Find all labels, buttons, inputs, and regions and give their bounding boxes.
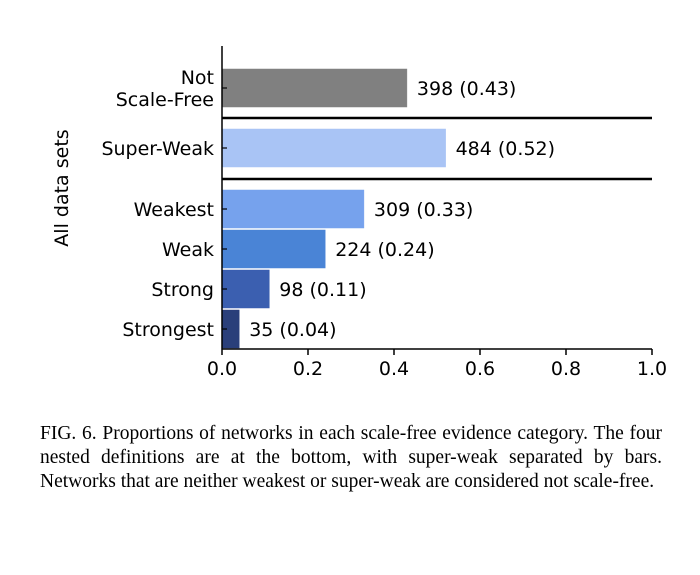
bar [221,229,326,269]
x-tick-label: 0.0 [207,358,237,380]
data-label: 309 (0.33) [374,199,473,221]
category-label: Weakest [134,199,214,221]
x-tick-label: 0.4 [379,358,409,380]
data-label: 224 (0.24) [335,239,434,261]
axes-layer [221,46,653,355]
separators-layer [222,116,652,181]
x-tick-label: 0.6 [465,358,495,380]
data-label: 35 (0.04) [249,319,336,341]
x-tick-label: 1.0 [637,358,667,380]
category-label: Scale-Free [116,89,214,111]
category-label: Strongest [122,319,214,341]
bar [221,128,446,168]
category-label: Weak [162,239,214,261]
x-tick-label: 0.2 [293,358,323,380]
figure-caption: FIG. 6. Proportions of networks in each … [40,423,662,492]
data-label: 98 (0.11) [279,279,366,301]
bar [221,189,365,229]
y-axis-title: All data sets [51,129,73,246]
bar [221,68,408,108]
data-label: 484 (0.52) [456,138,555,160]
data-label: 398 (0.43) [417,78,516,100]
x-tick-label: 0.8 [551,358,581,380]
category-label: Strong [151,279,214,301]
category-label: Not [181,67,214,89]
category-label: Super-Weak [101,138,214,160]
bar [221,269,270,309]
bars-layer [221,68,446,349]
